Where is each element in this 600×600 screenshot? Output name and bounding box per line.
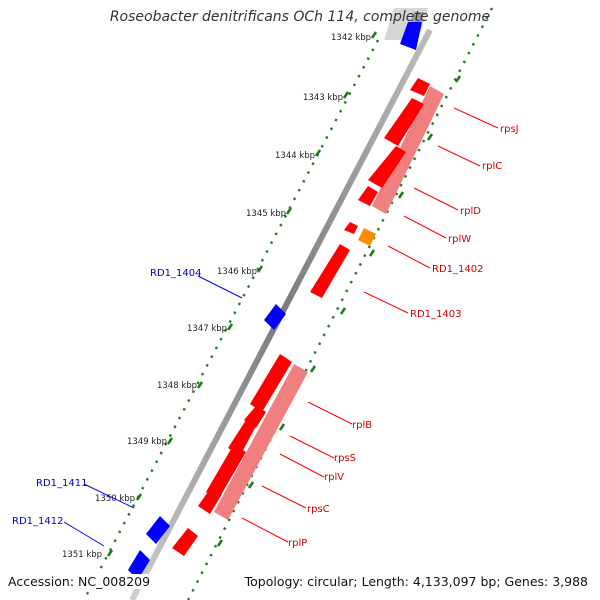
tick-mark — [314, 149, 322, 157]
red-leaders — [241, 107, 499, 543]
genome-backbone — [129, 28, 433, 600]
gene-RD1_1403[interactable] — [310, 244, 350, 298]
gene-rpsC — [206, 444, 246, 500]
tick-mark — [106, 549, 114, 557]
tick-label-1344: 1344 kbp — [275, 151, 315, 161]
gene-rpsJ — [410, 78, 430, 96]
pink-band-upper[interactable] — [372, 86, 444, 214]
gene-rplC — [384, 98, 424, 146]
tick-label-1347: 1347 kbp — [187, 324, 227, 334]
gene-label-rpsC[interactable]: rpsC — [307, 504, 330, 515]
gene-rplW-a — [358, 186, 378, 206]
map-title: Roseobacter denitrificans OCh 114, compl… — [109, 9, 491, 25]
inner-tick — [216, 539, 224, 547]
gene-cluster-lower[interactable] — [172, 354, 292, 556]
tick-mark — [196, 381, 204, 389]
gene-rplB — [250, 354, 292, 412]
inner-tick — [397, 191, 405, 199]
inner-tick — [339, 307, 347, 315]
gene-label-rplC[interactable]: rplC — [482, 161, 502, 172]
gene-label-rplP[interactable]: rplP — [288, 538, 307, 549]
tick-label-1349: 1349 kbp — [127, 437, 167, 447]
inner-tick — [278, 423, 286, 431]
gene-RD1_1411[interactable] — [146, 516, 170, 544]
tick-label-1351: 1351 kbp — [62, 550, 102, 560]
inner-tick — [426, 133, 434, 141]
pink-band-lower[interactable] — [214, 364, 308, 520]
inner-tick — [368, 249, 376, 257]
gene-label-rplD[interactable]: rplD — [460, 206, 481, 217]
tick-mark — [370, 31, 378, 39]
tick-label-1342: 1342 kbp — [331, 33, 371, 43]
tick-mark — [256, 265, 264, 273]
tick-track-inner — [186, 7, 494, 600]
tick-mark — [285, 207, 293, 215]
gene-label-RD1_1411[interactable]: RD1_1411 — [36, 478, 87, 489]
inner-tick — [247, 481, 255, 489]
blue-leaders — [63, 275, 243, 547]
tick-marks — [106, 31, 378, 557]
tick-mark — [166, 437, 174, 445]
gene-rplP — [198, 486, 222, 514]
tick-track-outer — [82, 39, 380, 600]
tick-mark — [226, 323, 234, 331]
gene-label-RD1_1412[interactable]: RD1_1412 — [12, 516, 63, 527]
gene-rplW — [344, 222, 358, 234]
tick-mark — [342, 91, 350, 99]
accession-label: Accession: NC_008209 — [8, 574, 151, 589]
tick-label-1343: 1343 kbp — [303, 93, 343, 103]
tick-label-1348: 1348 kbp — [157, 381, 197, 391]
topology-label: Topology: circular; Length: 4,133,097 bp… — [244, 574, 588, 589]
gene-RD1_1402[interactable] — [358, 228, 376, 246]
gene-RD1_1412[interactable] — [128, 550, 150, 580]
gene-rpmC — [172, 528, 198, 556]
gene-label-rplV[interactable]: rplV — [324, 472, 344, 483]
gene-label-RD1_1402[interactable]: RD1_1402 — [432, 264, 483, 275]
tick-label-1345: 1345 kbp — [246, 209, 286, 219]
gene-label-rplW[interactable]: rplW — [448, 234, 471, 245]
gene-rplD — [368, 146, 406, 188]
gene-label-RD1_1404[interactable]: RD1_1404 — [150, 268, 201, 279]
gene-label-rplB[interactable]: rplB — [352, 420, 372, 431]
inner-tick — [454, 75, 462, 83]
gene-RD1_1404[interactable] — [264, 304, 286, 330]
tick-label-1346: 1346 kbp — [217, 267, 257, 277]
inner-tick-marks — [216, 75, 462, 547]
gene-label-rpsS[interactable]: rpsS — [334, 453, 356, 464]
inner-tick — [309, 365, 317, 373]
tick-mark — [135, 493, 143, 501]
gene-label-rpsJ[interactable]: rpsJ — [500, 124, 519, 135]
gene-label-RD1_1403[interactable]: RD1_1403 — [410, 309, 461, 320]
gene-cluster-upper[interactable] — [344, 78, 430, 234]
gene-top-blue[interactable] — [400, 22, 422, 50]
